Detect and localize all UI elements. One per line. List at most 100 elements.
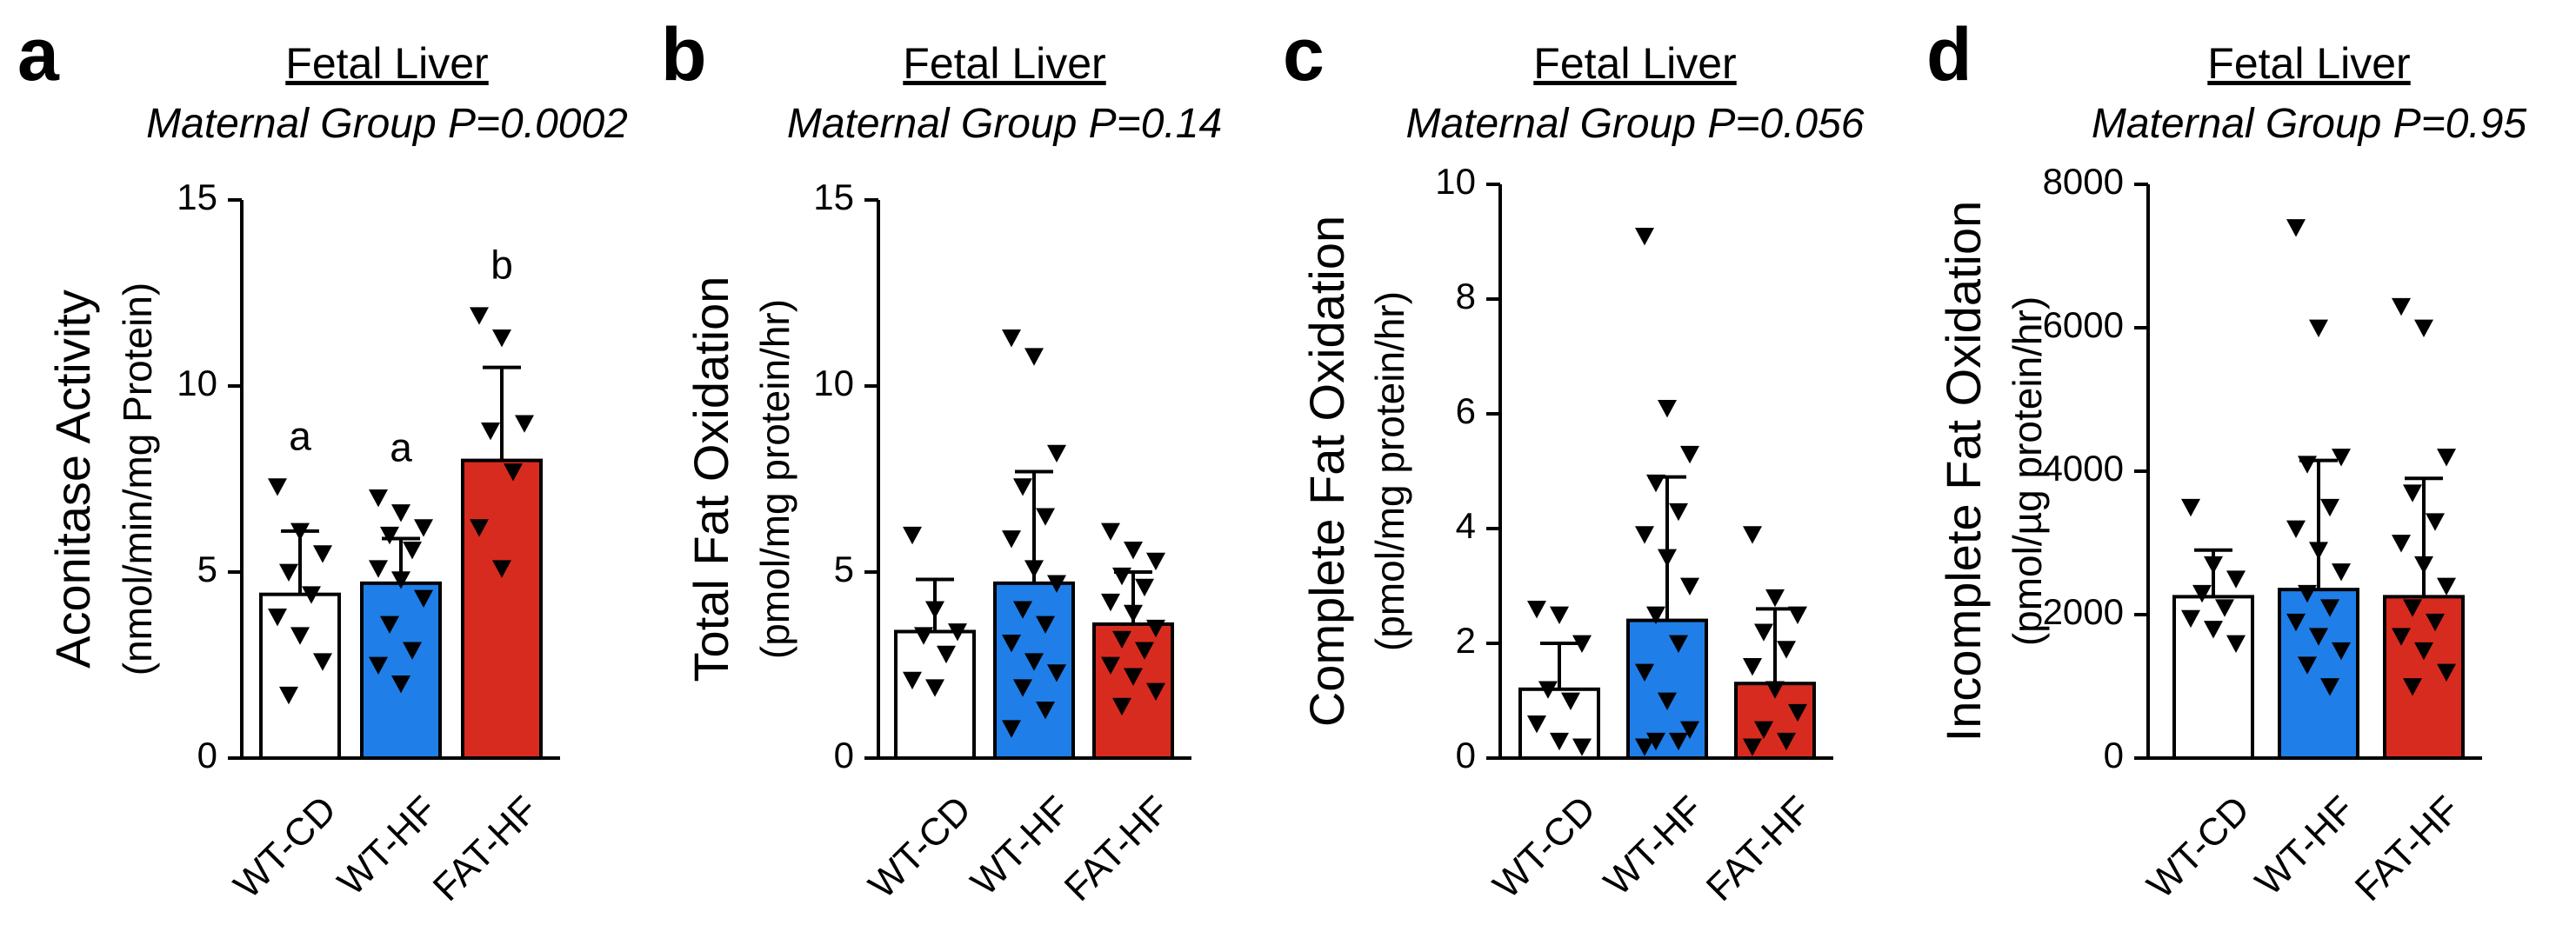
- data-point: [268, 609, 287, 627]
- data-point: [2286, 219, 2306, 237]
- data-point: [470, 519, 489, 537]
- data-point: [369, 560, 388, 578]
- bar: [259, 592, 341, 760]
- data-point: [1112, 697, 1131, 716]
- panel-subtitle: Maternal Group P=0.14: [787, 101, 1222, 147]
- panel-letter: a: [17, 13, 60, 96]
- data-point: [1550, 606, 1569, 624]
- data-point: [2426, 513, 2445, 531]
- y-tick-label: 10: [1435, 161, 1476, 202]
- data-point: [481, 423, 500, 441]
- x-tick-label: WT-HF: [2247, 788, 2363, 903]
- data-point: [391, 504, 410, 522]
- data-point: [2192, 584, 2212, 603]
- y-tick-label: 5: [834, 549, 854, 589]
- data-point: [2414, 642, 2433, 661]
- data-point: [948, 623, 967, 642]
- data-point: [1669, 635, 1688, 653]
- data-point: [2298, 456, 2317, 474]
- data-point: [2414, 319, 2433, 337]
- data-point: [1024, 348, 1044, 366]
- x-tick-label: WT-CD: [1485, 788, 1605, 907]
- data-point: [1635, 663, 1654, 682]
- bar: [2383, 595, 2465, 760]
- data-point: [1635, 526, 1654, 544]
- data-point: [2332, 449, 2351, 467]
- y-tick-label: 15: [813, 176, 854, 217]
- data-point: [1101, 656, 1120, 675]
- data-point: [414, 589, 433, 608]
- data-point: [369, 489, 388, 508]
- data-point: [1527, 601, 1546, 619]
- data-point: [2403, 678, 2422, 696]
- data-point: [2181, 498, 2200, 517]
- y-tick-label: 0: [834, 735, 854, 775]
- data-point: [1013, 601, 1032, 619]
- data-point: [2332, 642, 2351, 661]
- data-point: [2181, 609, 2200, 629]
- data-point: [2437, 663, 2456, 682]
- data-point: [903, 526, 922, 545]
- data-point: [504, 463, 523, 482]
- panel-letter: c: [1283, 13, 1325, 96]
- data-point: [2392, 628, 2411, 646]
- data-point: [1635, 738, 1654, 756]
- data-point: [515, 415, 534, 433]
- data-point: [290, 522, 310, 541]
- data-point: [2392, 535, 2411, 553]
- data-point: [1561, 692, 1580, 710]
- data-point: [2320, 498, 2339, 517]
- data-point: [1635, 228, 1654, 246]
- significance-letter: a: [390, 424, 412, 469]
- y-tick-label: 15: [177, 176, 217, 217]
- data-point: [313, 545, 332, 563]
- data-point: [1743, 526, 1762, 544]
- data-point: [2298, 656, 2317, 675]
- panel-title: Fetal Liver: [903, 39, 1105, 88]
- y-tick-label: 2000: [2043, 591, 2124, 632]
- bar: [461, 458, 543, 760]
- data-point: [268, 478, 287, 496]
- y-tick-label: 5: [197, 549, 217, 589]
- y-tick-label: 0: [1456, 735, 1476, 775]
- panel-letter: b: [661, 13, 707, 96]
- data-point: [1036, 508, 1055, 526]
- data-point: [1680, 445, 1699, 464]
- data-point: [1572, 738, 1592, 756]
- data-point: [1646, 606, 1665, 624]
- data-point: [2226, 635, 2246, 653]
- y-tick-label: 2: [1456, 620, 1476, 661]
- data-point: [903, 671, 922, 690]
- panel-subtitle: Maternal Group P=0.0002: [146, 101, 628, 147]
- data-point: [380, 616, 399, 634]
- data-point: [2286, 613, 2306, 632]
- data-point: [1146, 619, 1165, 638]
- data-point: [1788, 606, 1807, 624]
- y-tick-label: 4: [1456, 505, 1476, 546]
- bar: [1626, 618, 1708, 760]
- data-point: [1146, 552, 1165, 571]
- data-point: [492, 329, 511, 348]
- data-point: [2204, 621, 2223, 639]
- data-point: [2320, 678, 2339, 696]
- panel-subtitle: Maternal Group P=0.056: [1406, 101, 1865, 147]
- significance-letter: a: [289, 414, 311, 459]
- data-point: [1002, 530, 1021, 549]
- panel-title: Fetal Liver: [2207, 39, 2410, 88]
- panel-title: Fetal Liver: [285, 39, 488, 88]
- y-axis-label: Aconitase Activity: [45, 289, 100, 669]
- data-point: [1527, 715, 1546, 734]
- data-point: [1101, 593, 1120, 612]
- y-tick-label: 6000: [2043, 304, 2124, 345]
- data-point: [2437, 449, 2456, 467]
- x-tick-label: FAT-HF: [2347, 788, 2469, 909]
- data-point: [1124, 541, 1143, 560]
- significance-letter: b: [491, 243, 513, 288]
- data-point: [1124, 604, 1143, 623]
- data-point: [1646, 474, 1665, 493]
- y-tick-label: 4000: [2043, 448, 2124, 489]
- data-point: [1047, 664, 1066, 682]
- data-point: [1047, 444, 1066, 463]
- data-point: [1047, 575, 1066, 593]
- data-point: [2226, 570, 2246, 589]
